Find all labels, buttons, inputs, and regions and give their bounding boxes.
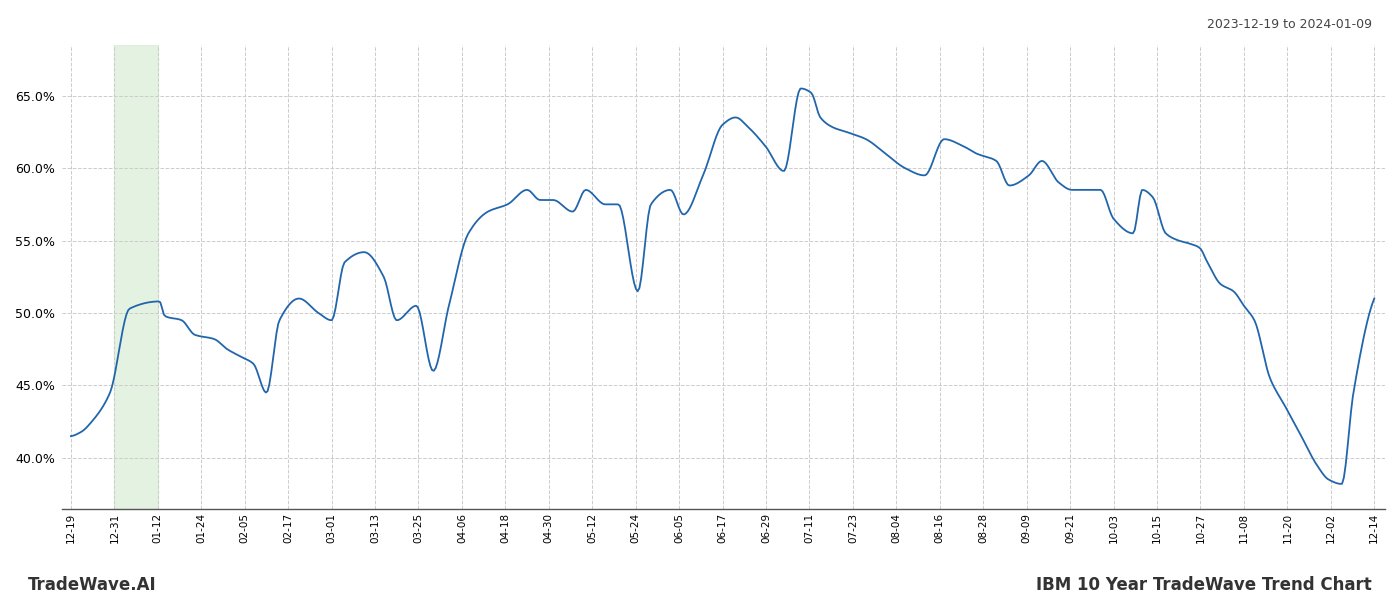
- Bar: [115, 45, 158, 509]
- Text: 2023-12-19 to 2024-01-09: 2023-12-19 to 2024-01-09: [1207, 18, 1372, 31]
- Text: IBM 10 Year TradeWave Trend Chart: IBM 10 Year TradeWave Trend Chart: [1036, 576, 1372, 594]
- Text: TradeWave.AI: TradeWave.AI: [28, 576, 157, 594]
